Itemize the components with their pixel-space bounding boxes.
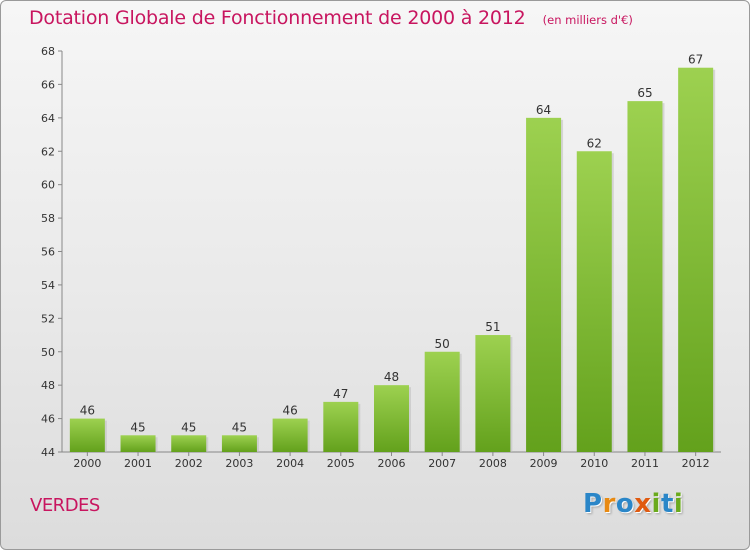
logo-letter: t [660, 489, 674, 519]
data-label: 65 [637, 86, 652, 100]
proxiti-logo[interactable]: Proxiti [583, 489, 683, 519]
y-tick-label: 58 [41, 212, 55, 225]
bar [221, 435, 257, 452]
bar [424, 351, 460, 452]
data-label: 62 [587, 136, 602, 150]
bar [272, 418, 308, 452]
y-tick-label: 52 [41, 312, 55, 325]
data-label: 46 [80, 404, 95, 418]
y-tick-label: 54 [41, 279, 55, 292]
data-label: 48 [384, 370, 399, 384]
logo-letter: i [651, 489, 661, 519]
x-tick-label: 2009 [530, 457, 558, 470]
data-label: 50 [435, 337, 450, 351]
x-tick-label: 2011 [631, 457, 659, 470]
y-tick-label: 56 [41, 246, 55, 259]
data-label: 45 [181, 420, 196, 434]
data-label: 46 [282, 404, 297, 418]
bar [475, 335, 511, 452]
y-tick-label: 62 [41, 145, 55, 158]
chart-title: Dotation Globale de Fonctionnement de 20… [29, 7, 526, 29]
chart-title-block: Dotation Globale de Fonctionnement de 20… [29, 7, 633, 29]
x-tick-label: 2005 [327, 457, 355, 470]
data-label: 45 [130, 420, 145, 434]
x-tick-label: 2008 [479, 457, 507, 470]
y-tick-label: 46 [41, 413, 55, 426]
data-label: 64 [536, 103, 551, 117]
logo-letter: x [634, 489, 652, 519]
x-tick-label: 2002 [175, 457, 203, 470]
bar [576, 151, 612, 452]
logo-letter: o [615, 489, 635, 519]
x-tick-label: 2007 [428, 457, 456, 470]
x-tick-label: 2004 [276, 457, 304, 470]
data-label: 45 [232, 420, 247, 434]
y-tick-label: 50 [41, 346, 55, 359]
x-tick-label: 2012 [682, 457, 710, 470]
x-tick-label: 2003 [225, 457, 253, 470]
y-tick-label: 60 [41, 179, 55, 192]
data-label: 67 [688, 53, 703, 67]
bar [374, 385, 409, 452]
bar [627, 101, 663, 452]
y-tick-label: 64 [41, 112, 55, 125]
bar [69, 418, 105, 452]
logo-letter: P [583, 489, 603, 519]
bar [171, 435, 207, 452]
x-tick-label: 2006 [378, 457, 406, 470]
y-tick-label: 68 [41, 45, 55, 58]
bar [678, 67, 714, 452]
bar [120, 435, 156, 452]
y-tick-label: 44 [41, 446, 55, 459]
y-tick-label: 48 [41, 379, 55, 392]
commune-name: VERDES [30, 495, 100, 516]
logo-letter: i [673, 489, 684, 519]
chart-unit: (en milliers d'€) [542, 13, 633, 27]
bar [526, 117, 562, 452]
x-tick-label: 2010 [580, 457, 608, 470]
bar [323, 401, 359, 452]
x-tick-label: 2000 [73, 457, 101, 470]
data-label: 47 [333, 387, 348, 401]
data-label: 51 [485, 320, 500, 334]
y-tick-label: 66 [41, 78, 55, 91]
x-tick-label: 2001 [124, 457, 152, 470]
logo-letter: r [602, 489, 616, 519]
